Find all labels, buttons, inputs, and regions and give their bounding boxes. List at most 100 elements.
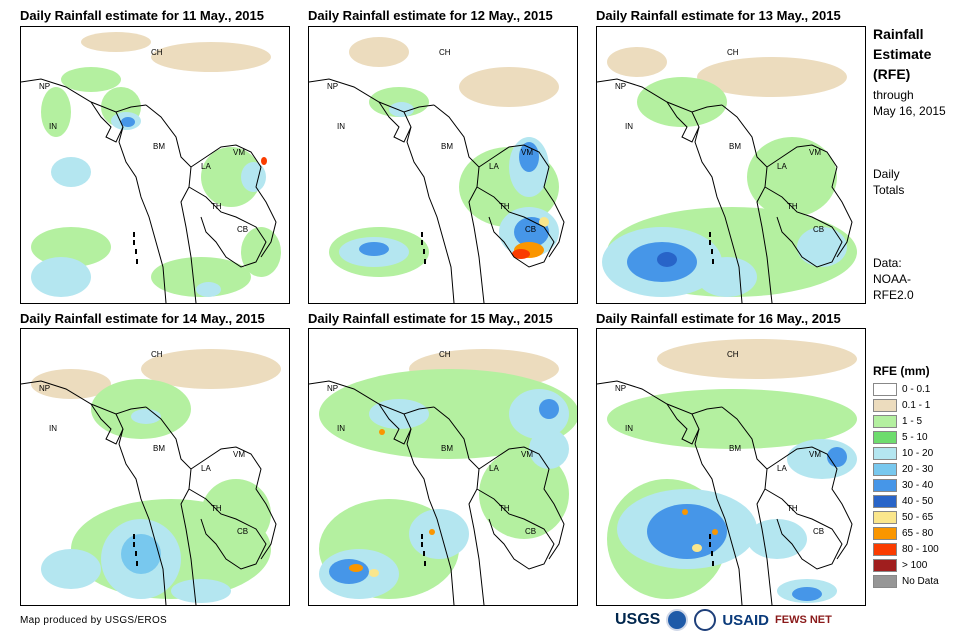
country-label-vm: VM — [809, 148, 821, 157]
island-mark — [135, 249, 137, 254]
legend-item: 10 - 20 — [873, 445, 939, 461]
country-label-ch: CH — [151, 350, 163, 359]
rainfall-patch — [539, 399, 559, 419]
rainfall-patch — [409, 509, 469, 559]
legend-label: 5 - 10 — [902, 431, 928, 443]
rainfall-patch — [509, 389, 569, 439]
border-thai-cambodia — [764, 488, 843, 570]
country-label-ch: CH — [439, 48, 451, 57]
legend-title: RFE (mm) — [873, 364, 930, 378]
island-mark — [423, 551, 425, 556]
credit-text: Map produced by USGS/EROS — [20, 615, 168, 626]
border-vietnam — [478, 144, 565, 258]
title-line-2: Estimate — [873, 46, 932, 62]
rainfall-patch — [539, 217, 549, 227]
rainfall-patch — [697, 57, 847, 97]
border-bangladesh — [378, 101, 412, 143]
country-label-cb: CB — [525, 225, 536, 234]
rainfall-patch — [31, 227, 111, 267]
island-mark — [712, 561, 714, 566]
country-label-cb: CB — [813, 527, 824, 536]
usaid-seal-icon — [694, 609, 717, 631]
legend-swatch — [873, 526, 897, 540]
through-text: through May 16, 2015 — [873, 87, 946, 119]
country-label-in: IN — [49, 122, 57, 131]
rainfall-patch — [41, 87, 71, 137]
legend-item: 5 - 10 — [873, 429, 939, 445]
border-thai-cambodia — [764, 186, 843, 268]
border-thai-cambodia — [476, 488, 555, 570]
country-label-vm: VM — [521, 450, 533, 459]
country-label-bm: BM — [153, 444, 165, 453]
island-mark — [133, 534, 135, 539]
rainfall-patch — [389, 102, 414, 117]
border-myanmar-coast — [403, 111, 455, 303]
country-label-th: TH — [211, 202, 222, 211]
country-label-np: NP — [615, 82, 626, 91]
legend-swatch — [873, 446, 897, 460]
border-thai-cambodia — [188, 488, 267, 570]
source-line-1: NOAA- — [873, 272, 912, 286]
border-vietnam — [190, 446, 277, 560]
border-myanmar-east — [433, 406, 485, 605]
country-label-bm: BM — [153, 142, 165, 151]
country-label-th: TH — [499, 202, 510, 211]
country-label-la: LA — [777, 464, 787, 473]
island-mark — [709, 542, 711, 547]
country-label-la: LA — [777, 162, 787, 171]
legend-swatch — [873, 462, 897, 476]
rainfall-patch — [349, 564, 363, 572]
rainfall-patch — [31, 257, 91, 297]
legend-label: 20 - 30 — [902, 463, 934, 475]
border-myanmar-east — [433, 104, 485, 303]
rainfall-patch — [479, 449, 569, 539]
legend-swatch — [873, 430, 897, 444]
legend-item: 0 - 0.1 — [873, 381, 939, 397]
legend-label: 65 - 80 — [902, 527, 934, 539]
border-vietnam — [766, 144, 853, 258]
rainfall-map-15: CH NP IN BM LA VM TH CB — [308, 328, 578, 606]
island-mark — [712, 259, 714, 264]
border-bangladesh — [666, 101, 700, 143]
rainfall-patch — [529, 429, 569, 469]
legend-label: 0.1 - 1 — [902, 399, 931, 411]
panel-title-11: Daily Rainfall estimate for 11 May., 201… — [20, 8, 264, 23]
legend-item: > 100 — [873, 557, 939, 573]
legend-item: 50 - 65 — [873, 509, 939, 525]
legend-label: 30 - 40 — [902, 479, 934, 491]
rainfall-map-16: CH NP IN BM LA VM TH CB — [596, 328, 866, 606]
country-label-cb: CB — [237, 527, 248, 536]
sidebar-title: Rainfall Estimate (RFE) — [873, 24, 931, 84]
border-myanmar-coast — [403, 413, 455, 605]
panel-title-14: Daily Rainfall estimate for 14 May., 201… — [20, 311, 265, 326]
country-label-ch: CH — [727, 48, 739, 57]
country-label-th: TH — [211, 504, 222, 513]
legend-label: No Data — [902, 575, 939, 587]
legend-swatch — [873, 414, 897, 428]
totals-label: Totals — [873, 183, 905, 197]
border-bangladesh — [666, 403, 700, 445]
rainfall-patch — [692, 544, 702, 552]
country-label-th: TH — [787, 504, 798, 513]
legend-item: 20 - 30 — [873, 461, 939, 477]
usaid-logo: USAID — [722, 611, 770, 629]
border-myanmar-east — [721, 406, 773, 605]
title-line-3: (RFE) — [873, 66, 911, 82]
rainfall-patch — [171, 579, 231, 603]
country-label-th: TH — [499, 504, 510, 513]
rainfall-patch — [141, 349, 281, 389]
rainfall-map-14: CH NP IN BM LA VM TH CB — [20, 328, 290, 606]
legend-item: 40 - 50 — [873, 493, 939, 509]
legend-swatch — [873, 382, 897, 396]
island-mark — [424, 561, 426, 566]
legend-swatch — [873, 574, 897, 588]
rainfall-patch — [647, 504, 727, 559]
country-label-in: IN — [625, 424, 633, 433]
country-label-np: NP — [39, 82, 50, 91]
legend-item: 80 - 100 — [873, 541, 939, 557]
legend: 0 - 0.1 0.1 - 1 1 - 5 5 - 10 10 - 20 20 - 30 3… — [873, 381, 939, 589]
rainfall-patch — [81, 32, 151, 52]
legend-item: 0.1 - 1 — [873, 397, 939, 413]
country-label-la: LA — [489, 162, 499, 171]
border-vietnam — [478, 446, 565, 560]
